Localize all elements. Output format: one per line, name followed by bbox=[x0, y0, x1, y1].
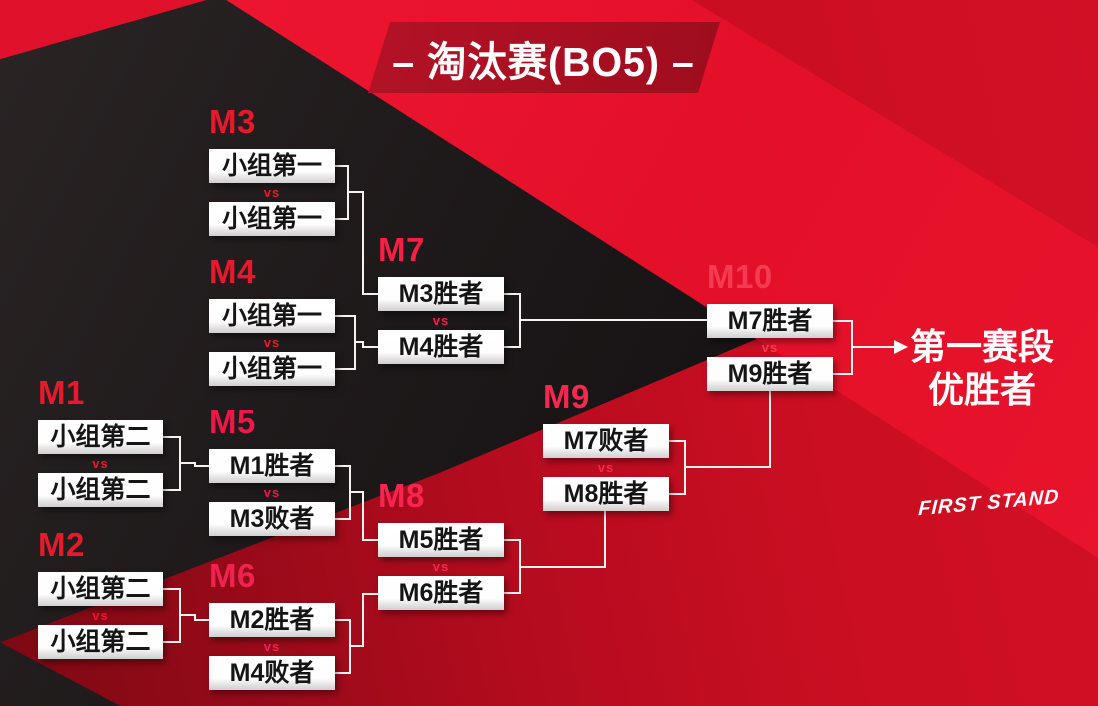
match-label: M4 bbox=[209, 253, 256, 290]
match-M8: M8 M5胜者 vs M6胜者 bbox=[378, 477, 504, 610]
match-label: M6 bbox=[209, 557, 256, 594]
match-label: M2 bbox=[38, 526, 85, 563]
advance-arrow bbox=[833, 320, 894, 375]
vs-label: vs bbox=[761, 340, 779, 355]
team-slot: M5胜者 bbox=[378, 523, 504, 557]
match-label: M5 bbox=[209, 403, 256, 440]
vs-label: vs bbox=[92, 456, 109, 471]
team-slot: 小组第二 bbox=[38, 572, 163, 606]
vs-label: vs bbox=[263, 485, 281, 500]
match-M2: M2 小组第二 vs 小组第二 bbox=[38, 526, 163, 659]
team-slot: M6胜者 bbox=[378, 576, 504, 610]
team-slot: M9胜者 bbox=[707, 357, 833, 391]
team-slot: 小组第二 bbox=[38, 420, 163, 454]
match-label: M7 bbox=[378, 231, 425, 268]
team-slot: 小组第一 bbox=[209, 149, 335, 183]
winner-callout: 第一赛段 优胜者 bbox=[902, 325, 1062, 411]
match-M1: M1 小组第二 vs 小组第二 bbox=[38, 374, 163, 507]
team-slot: M3败者 bbox=[209, 502, 335, 536]
vs-label: vs bbox=[92, 608, 109, 623]
team-slot: M7败者 bbox=[543, 424, 669, 458]
match-M5: M5 M1胜者 vs M3败者 bbox=[209, 403, 335, 536]
winner-line-1: 第一赛段 bbox=[909, 326, 1054, 367]
team-slot: 小组第一 bbox=[209, 352, 335, 386]
match-M7: M7 M3胜者 vs M4胜者 bbox=[378, 231, 504, 364]
match-label: M9 bbox=[543, 378, 590, 415]
vs-label: vs bbox=[432, 559, 450, 574]
match-label: M3 bbox=[209, 103, 256, 140]
team-slot: 小组第二 bbox=[38, 625, 163, 659]
winner-line-2: 优胜者 bbox=[927, 369, 1036, 410]
team-slot: M4胜者 bbox=[378, 330, 504, 364]
match-label: M1 bbox=[38, 374, 85, 411]
match-M9: M9 M7败者 vs M8胜者 bbox=[543, 378, 669, 511]
match-M4: M4 小组第一 vs 小组第一 bbox=[209, 253, 335, 386]
team-slot: M8胜者 bbox=[543, 477, 669, 511]
vs-label: vs bbox=[263, 185, 281, 200]
vs-label: vs bbox=[432, 313, 450, 328]
team-slot: 小组第一 bbox=[209, 299, 335, 333]
team-slot: 小组第一 bbox=[209, 202, 335, 236]
stage-title-banner: – 淘汰赛(BO5) – bbox=[368, 22, 720, 93]
match-label: M8 bbox=[378, 477, 425, 514]
team-slot: 小组第二 bbox=[38, 473, 163, 507]
vs-label: vs bbox=[263, 639, 281, 654]
stage-title: – 淘汰赛(BO5) – bbox=[391, 38, 695, 85]
match-M3: M3 小组第一 vs 小组第一 bbox=[209, 103, 335, 236]
team-slot: M1胜者 bbox=[209, 449, 335, 483]
vs-label: vs bbox=[263, 335, 281, 350]
match-label: M10 bbox=[707, 258, 773, 295]
vs-label: vs bbox=[597, 460, 615, 475]
match-M6: M6 M2胜者 vs M4败者 bbox=[209, 557, 335, 690]
match-M10: M10 M7胜者 vs M9胜者 bbox=[707, 258, 833, 391]
advance-arrowhead bbox=[894, 340, 908, 354]
team-slot: M7胜者 bbox=[707, 304, 833, 338]
team-slot: M4败者 bbox=[209, 656, 335, 690]
team-slot: M3胜者 bbox=[378, 277, 504, 311]
team-slot: M2胜者 bbox=[209, 603, 335, 637]
